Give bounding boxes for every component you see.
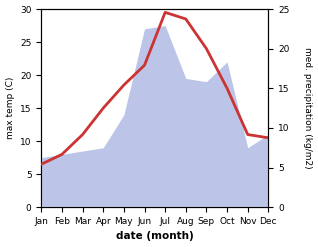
Y-axis label: med. precipitation (kg/m2): med. precipitation (kg/m2) <box>303 47 313 169</box>
X-axis label: date (month): date (month) <box>116 231 194 242</box>
Y-axis label: max temp (C): max temp (C) <box>5 77 15 139</box>
